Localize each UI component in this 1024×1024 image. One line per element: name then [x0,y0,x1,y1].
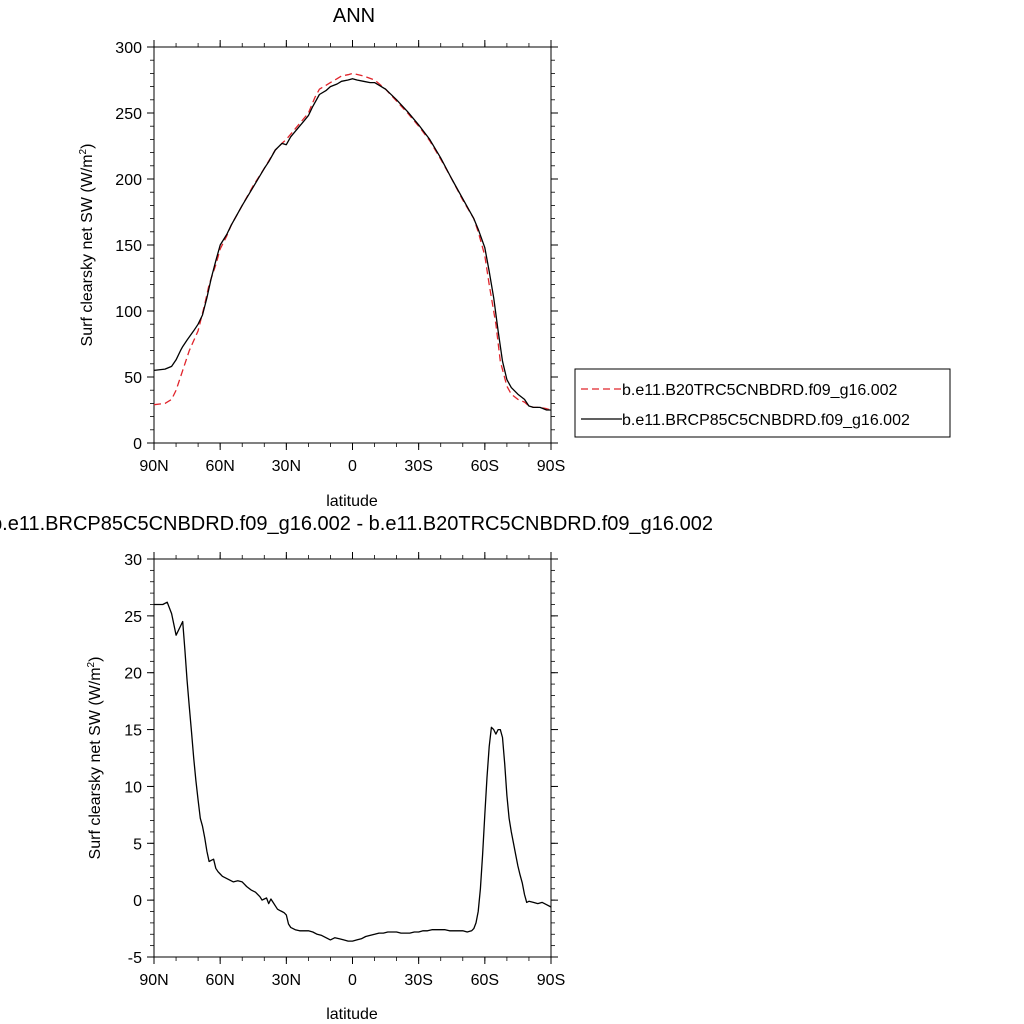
top-y-tick-label-6: 300 [115,40,142,57]
bottom-x-axis: 90N 60N 30N 0 30S 60S 90S [139,552,565,989]
bottom-y-tick-label-7: 30 [124,552,142,569]
top-y-tick-label-3: 150 [115,238,142,255]
legend-box [574,368,951,438]
top-y-tick-label-5: 250 [115,106,142,123]
top-y-axis: 0 50 100 150 200 250 300 [115,40,558,453]
top-y-tick-label-1: 50 [124,370,142,387]
top-x-tick-label-6: 90S [537,458,565,475]
legend-label-0: b.e11.B20TRC5CNBDRD.f09_g16.002 [622,382,898,399]
bottom-panel: b.e11.BRCP85C5CNBDRD.f09_g16.002 - b.e11… [0,513,713,1023]
bottom-y-tick-label-5: 20 [124,666,142,683]
top-plot-frame [153,46,552,444]
bottom-x-tick-label-2: 30N [272,972,301,989]
top-y-axis-label-tail: ) [79,144,96,149]
top-y-tick-label-0: 0 [133,436,142,453]
bottom-x-tick-label-4: 30S [404,972,432,989]
top-y-axis-label: Surf clearsky net SW (W/m2) [78,144,96,347]
top-series-group [153,72,552,411]
bottom-y-axis-label-tail: ) [87,657,104,662]
bottom-y-tick-label-2: 5 [133,836,142,853]
bottom-y-axis-label: Surf clearsky net SW (W/m2) [86,657,104,860]
bottom-y-tick-label-1: 0 [133,893,142,910]
bottom-y-tick-label-6: 25 [124,609,142,626]
bottom-x-tick-label-6: 90S [537,972,565,989]
top-x-tick-label-3: 0 [348,458,357,475]
top-chart-title: ANN [333,5,375,27]
bottom-x-tick-label-5: 60S [471,972,499,989]
legend-label-1: b.e11.BRCP85C5CNBDRD.f09_g16.002 [622,412,910,429]
top-x-axis-label: latitude [326,493,378,510]
top-series-line-1 [153,78,551,411]
bottom-y-axis-label-sup: 2 [86,661,97,667]
bottom-y-axis-label-main: Surf clearsky net SW (W/m [87,667,104,859]
top-x-tick-label-5: 60S [471,458,499,475]
top-y-axis-label-main: Surf clearsky net SW (W/m [79,154,96,346]
bottom-x-tick-label-1: 60N [205,972,234,989]
bottom-series-line-0 [154,601,552,942]
top-y-tick-label-2: 100 [115,304,142,321]
bottom-y-tick-label-3: 10 [124,779,142,796]
bottom-y-tick-label-4: 15 [124,723,142,740]
bottom-x-tick-label-3: 0 [348,972,357,989]
legend: b.e11.B20TRC5CNBDRD.f09_g16.002 b.e11.BR… [574,368,951,438]
bottom-x-axis-label: latitude [326,1006,378,1023]
bottom-y-axis: -5 0 5 10 15 20 25 30 [124,552,558,967]
bottom-series-group [154,601,552,942]
top-x-axis: 90N 60N 30N 0 30S 60S 90S [139,40,565,475]
top-x-tick-label-0: 90N [139,458,168,475]
top-y-tick-label-4: 200 [115,172,142,189]
top-x-tick-label-4: 30S [404,458,432,475]
top-y-axis-label-sup: 2 [78,148,89,154]
top-x-tick-label-1: 60N [205,458,234,475]
top-x-tick-label-2: 30N [272,458,301,475]
top-series-line-0 [153,72,552,411]
bottom-chart-title: b.e11.BRCP85C5CNBDRD.f09_g16.002 - b.e11… [0,513,713,535]
bottom-x-tick-label-0: 90N [139,972,168,989]
bottom-plot-frame [153,558,552,958]
bottom-y-tick-label-0: -5 [128,950,142,967]
